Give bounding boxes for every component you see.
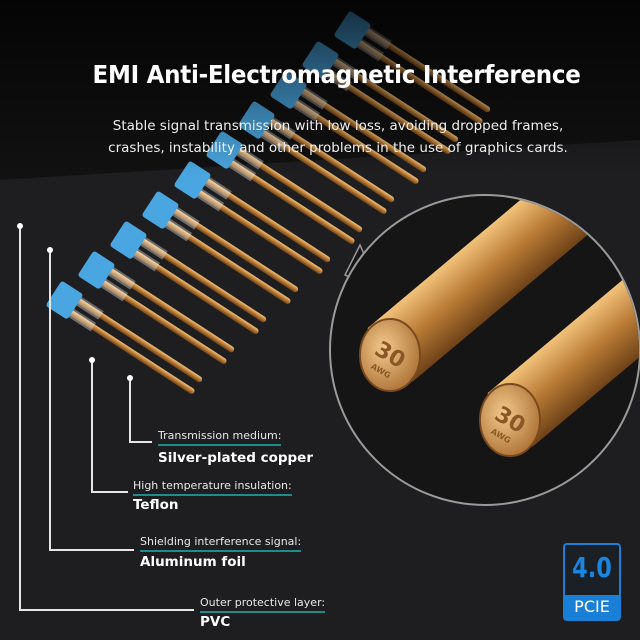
layer-value-outer: PVC <box>200 614 231 630</box>
layer-label-shielding: Shielding interference signal: <box>140 535 302 552</box>
subtitle-line-1: Stable signal transmission with low loss… <box>112 118 564 134</box>
wire <box>46 281 203 394</box>
wire <box>142 191 299 304</box>
layer-label-transmission: Transmission medium: <box>158 429 282 446</box>
wire <box>174 161 331 274</box>
insulator <box>142 191 179 229</box>
insulator <box>110 221 147 259</box>
layer-value-shielding: Aluminum foil <box>140 554 246 570</box>
wire <box>78 251 235 364</box>
insulator <box>46 281 83 319</box>
zoom-callout: 30 AWG 30 AWG <box>329 194 640 506</box>
pcie-badge: 4.0 PCIE <box>563 543 621 621</box>
wire <box>110 221 267 334</box>
pcie-version: 4.0 <box>572 551 612 584</box>
leader-lines <box>19 226 194 611</box>
layer-label-outer: Outer protective layer: <box>200 596 326 613</box>
insulator <box>78 251 115 289</box>
subtitle-line-2: crashes, instability and other problems … <box>108 140 568 156</box>
pcie-name: PCIE <box>565 595 619 619</box>
layer-value-transmission: Silver-plated copper <box>158 450 313 466</box>
page-title: EMI Anti-Electromagnetic Interference <box>92 60 581 89</box>
layer-value-insulation: Teflon <box>133 497 179 513</box>
layer-label-insulation: High temperature insulation: <box>133 479 292 496</box>
